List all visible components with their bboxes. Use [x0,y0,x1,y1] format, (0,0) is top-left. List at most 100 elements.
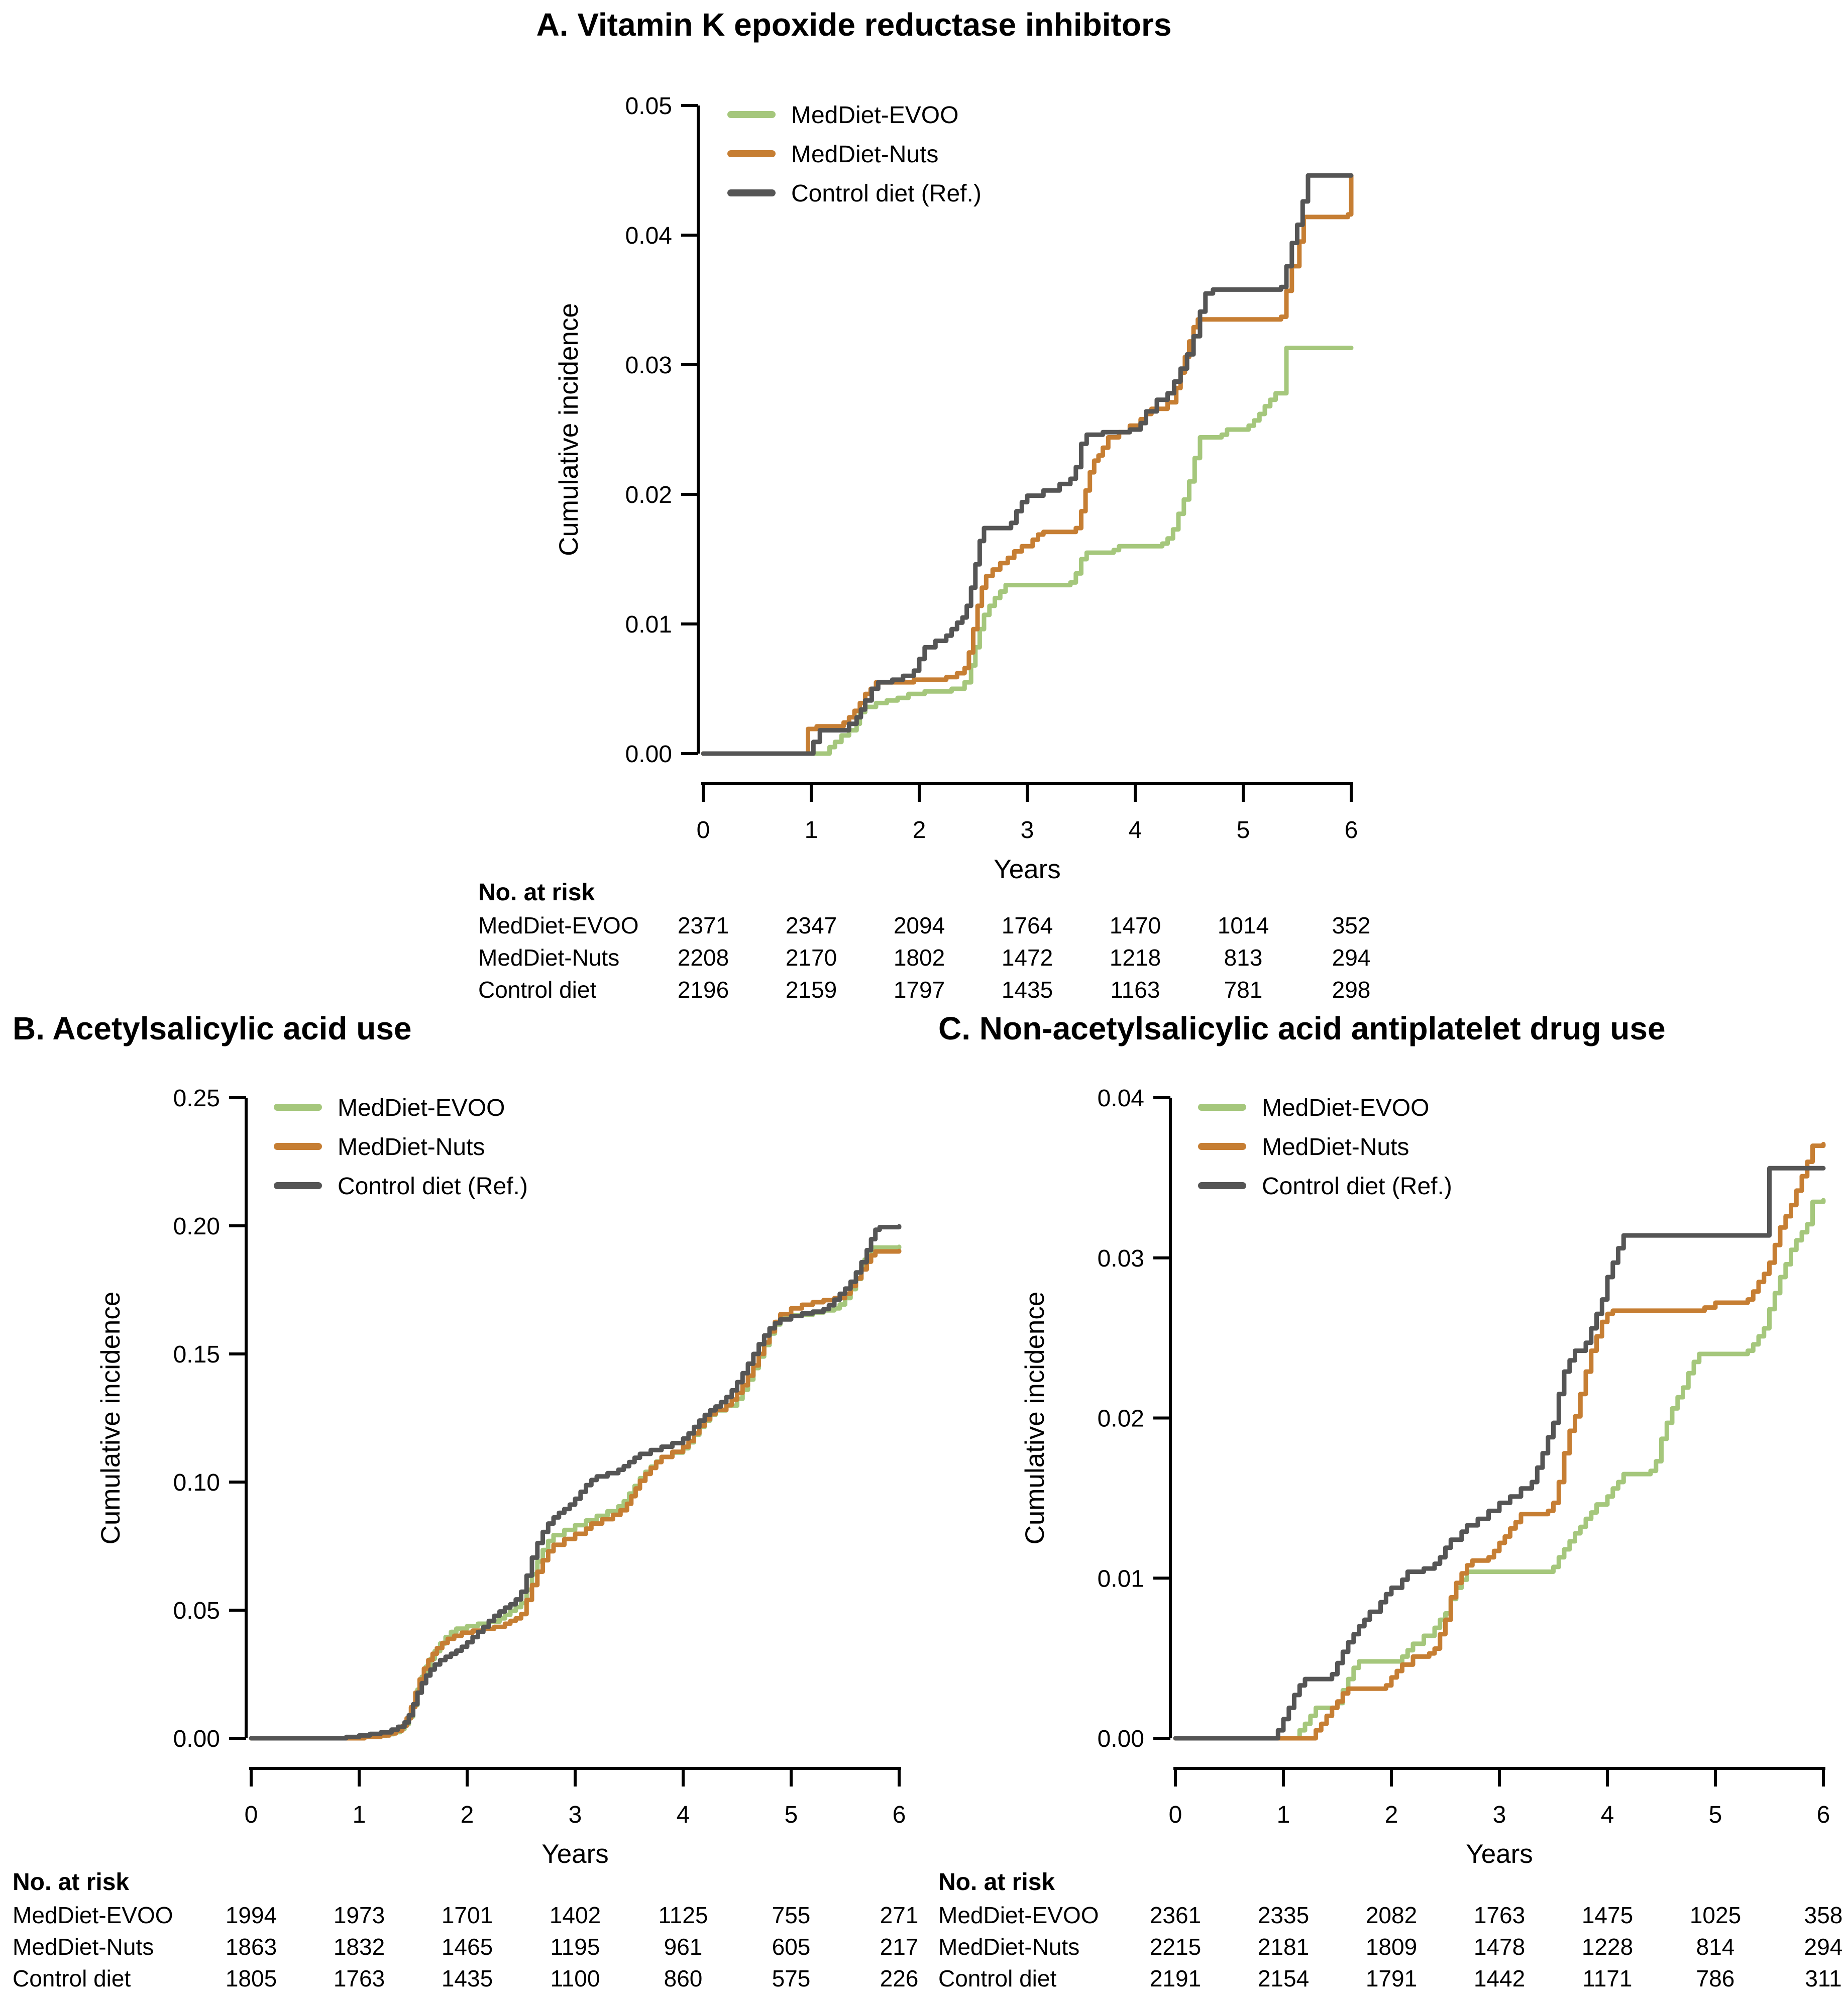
risk-row-label: MedDiet-Nuts [938,1934,1079,1960]
risk-value: 2094 [894,912,945,938]
risk-value: 1014 [1218,912,1269,938]
series-nuts-curve [1173,1141,1826,1741]
x-tick-label: 3 [569,1802,582,1828]
risk-value: 1701 [442,1902,493,1928]
risk-table-heading: No. at risk [938,1869,1055,1896]
x-tick-label: 6 [1817,1802,1830,1828]
legend-label: Control diet (Ref.) [1262,1173,1452,1200]
series-evoo-curve [701,346,1354,756]
x-axis-label: Years [994,855,1061,884]
risk-value: 1435 [1002,977,1053,1003]
x-tick-label: 3 [1493,1802,1506,1828]
risk-value: 1435 [442,1965,493,1991]
series-control-curve [249,1224,902,1741]
x-tick-label: 4 [1129,817,1142,844]
risk-value: 2196 [678,977,729,1003]
panel-b-title: B. Acetylsalicylic acid use [13,1010,412,1046]
y-axis-label: Cumulative incidence [96,1292,126,1545]
y-tick-label: 0.20 [173,1213,220,1240]
risk-value: 813 [1224,944,1263,971]
x-tick-label: 0 [1169,1802,1182,1828]
risk-value: 860 [664,1965,703,1991]
risk-value: 294 [1804,1934,1843,1960]
risk-table-heading: No. at risk [13,1869,129,1896]
x-tick-label: 5 [1709,1802,1722,1828]
risk-row-label: MedDiet-EVOO [938,1902,1099,1928]
risk-value: 575 [772,1965,811,1991]
risk-value: 1125 [659,1902,708,1928]
risk-value: 814 [1696,1934,1735,1960]
risk-value: 2191 [1150,1965,1201,1991]
risk-value: 217 [880,1934,919,1960]
risk-value: 226 [880,1965,919,1991]
y-tick-label: 0.04 [625,223,672,249]
y-tick-label: 0.00 [1098,1726,1144,1752]
series-control-curve [1173,1166,1826,1741]
y-tick-label: 0.04 [1098,1085,1144,1112]
x-tick-label: 5 [785,1802,798,1828]
y-tick-label: 0.15 [173,1341,220,1368]
legend-label: Control diet (Ref.) [791,180,982,207]
x-tick-label: 2 [1385,1802,1398,1828]
risk-value: 1228 [1582,1934,1633,1960]
risk-value: 961 [664,1934,703,1960]
x-axis-label: Years [541,1839,609,1869]
risk-value: 1100 [551,1965,600,1991]
risk-value: 294 [1332,944,1371,971]
legend-label: Control diet (Ref.) [338,1173,528,1200]
y-tick-label: 0.01 [625,611,672,638]
x-tick-label: 4 [1601,1802,1614,1828]
series-nuts-curve [249,1248,902,1741]
y-tick-label: 0.02 [625,482,672,508]
risk-row-label: MedDiet-Nuts [13,1934,154,1960]
risk-value: 2208 [678,944,729,971]
legend-label: MedDiet-Nuts [791,141,938,168]
legend-label: MedDiet-EVOO [791,102,958,129]
risk-value: 2159 [786,977,837,1003]
risk-value: 1465 [442,1934,493,1960]
x-tick-label: 6 [1345,817,1358,844]
y-tick-label: 0.02 [1098,1406,1144,1432]
risk-value: 2082 [1366,1902,1417,1928]
x-tick-label: 1 [805,817,818,844]
y-tick-label: 0.03 [1098,1245,1144,1272]
risk-value: 1470 [1110,912,1161,938]
risk-row-label: MedDiet-Nuts [478,944,619,971]
x-axis-label: Years [1466,1839,1533,1869]
x-tick-label: 0 [697,817,710,844]
risk-row-label: MedDiet-EVOO [478,912,639,938]
y-axis-label: Cumulative incidence [1020,1292,1050,1545]
x-tick-label: 2 [913,817,926,844]
risk-value: 786 [1696,1965,1735,1991]
risk-value: 605 [772,1934,811,1960]
risk-value: 2347 [786,912,837,938]
risk-row-label: Control diet [938,1965,1056,1991]
risk-value: 1973 [334,1902,385,1928]
risk-value: 298 [1332,977,1371,1003]
risk-row-label: MedDiet-EVOO [13,1902,173,1928]
risk-value: 271 [880,1902,919,1928]
y-axis-label: Cumulative incidence [554,303,584,556]
risk-value: 1472 [1002,944,1053,971]
risk-value: 1163 [1111,977,1160,1003]
x-tick-label: 5 [1237,817,1250,844]
risk-value: 781 [1224,977,1263,1003]
risk-value: 1218 [1110,944,1161,971]
risk-value: 2215 [1150,1934,1201,1960]
risk-value: 2371 [678,912,729,938]
risk-value: 352 [1332,912,1371,938]
y-tick-label: 0.10 [173,1469,220,1496]
risk-value: 2170 [786,944,837,971]
y-tick-label: 0.25 [173,1085,220,1112]
series-evoo-curve [1173,1198,1826,1741]
risk-value: 1764 [1002,912,1053,938]
legend-label: MedDiet-EVOO [1262,1095,1429,1121]
panel-a-title: A. Vitamin K epoxide reductase inhibitor… [536,7,1172,43]
risk-value: 1809 [1366,1934,1417,1960]
risk-value: 1478 [1474,1934,1525,1960]
risk-value: 1763 [1474,1902,1525,1928]
risk-value: 1791 [1366,1965,1417,1991]
